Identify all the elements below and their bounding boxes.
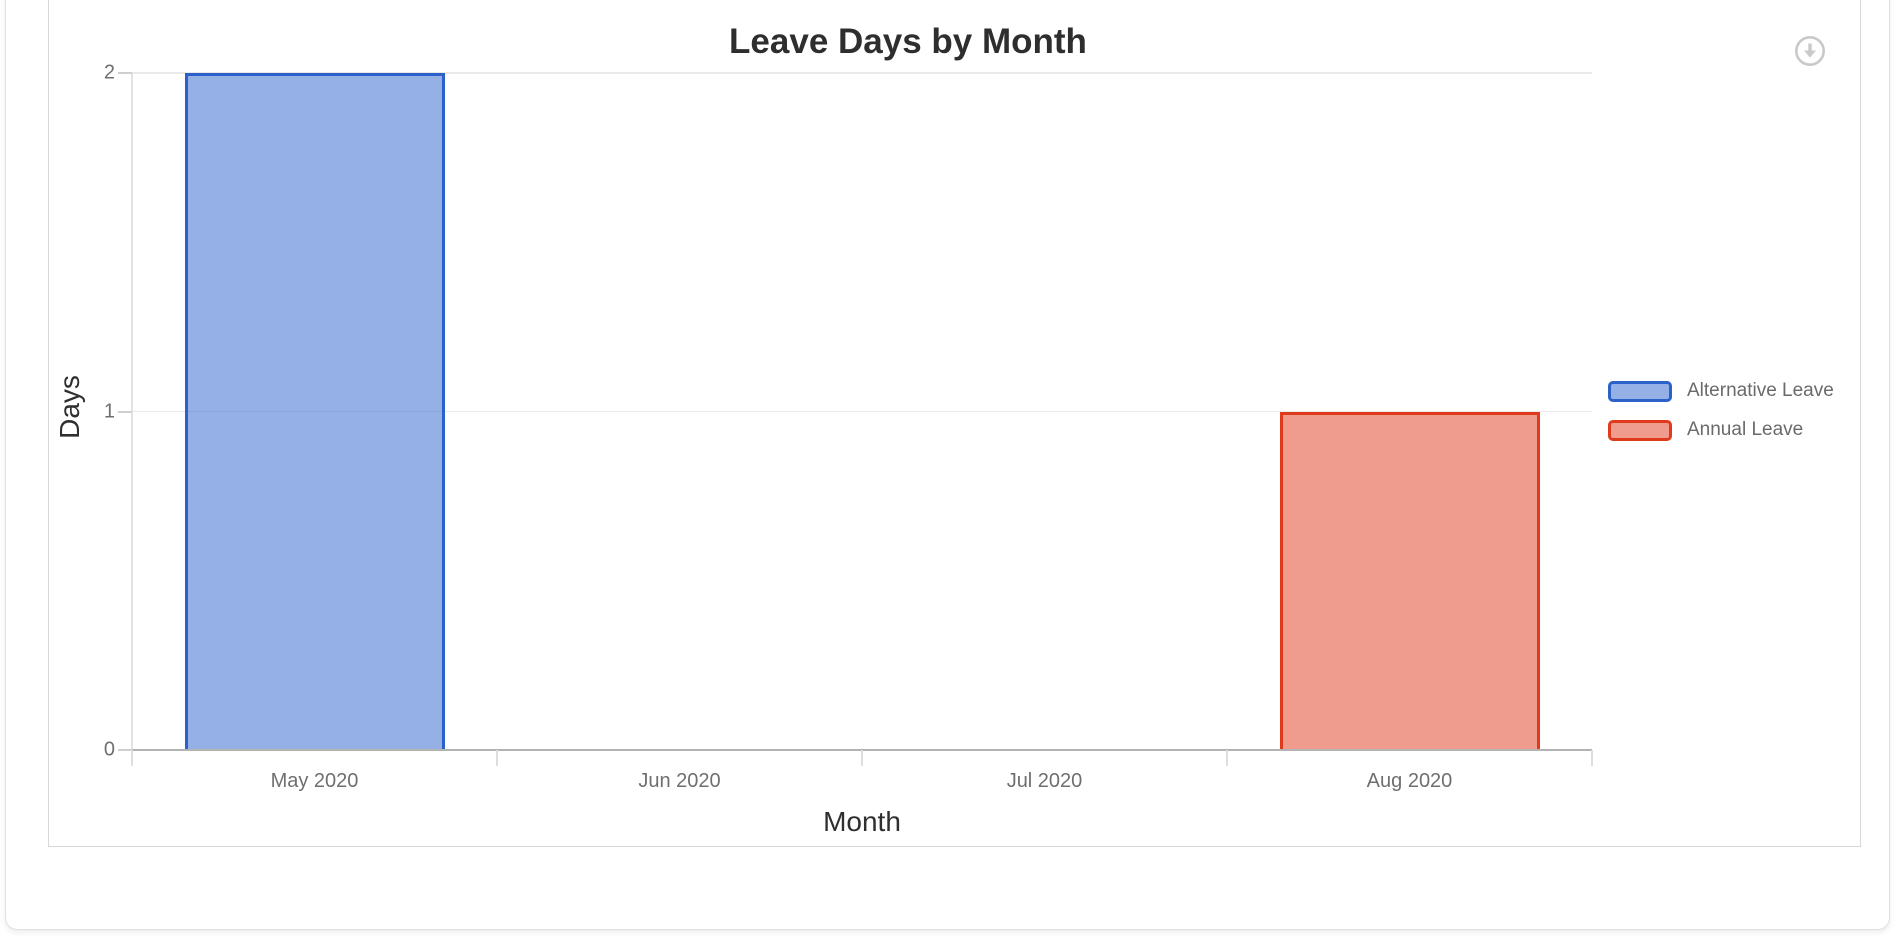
y-tick-mark — [118, 72, 132, 74]
bar-annual-leave-aug-2020[interactable] — [1279, 411, 1540, 750]
gridline-y-2 — [132, 72, 1592, 74]
dashboard-card: Leave Days by Month 0 1 2 May 2020 Jun 2020… — [5, 0, 1890, 930]
y-axis-title: Days — [54, 375, 85, 439]
download-chart-button[interactable] — [1793, 34, 1827, 68]
x-tick-label-jul-2020: Jul 2020 — [1006, 770, 1083, 792]
bar-alternative-leave-may-2020[interactable] — [184, 73, 445, 750]
x-tick-mark — [131, 750, 133, 766]
legend-item-annual-leave[interactable]: Annual Leave — [1608, 419, 1834, 441]
y-tick-label-0: 0 — [103, 738, 115, 761]
y-tick-mark — [118, 749, 132, 751]
legend-label: Annual Leave — [1687, 419, 1804, 440]
x-tick-label-aug-2020: Aug 2020 — [1366, 770, 1453, 792]
legend-item-alternative-leave[interactable]: Alternative Leave — [1608, 380, 1834, 402]
legend-swatch — [1608, 380, 1672, 402]
chart-title: Leave Days by Month — [729, 22, 1087, 61]
x-tick-label-may-2020: May 2020 — [270, 770, 359, 792]
chart-legend: Alternative Leave Annual Leave — [1608, 380, 1834, 458]
plot-area — [132, 72, 1592, 750]
legend-swatch — [1608, 419, 1672, 441]
legend-label: Alternative Leave — [1687, 380, 1834, 401]
download-icon — [1795, 36, 1825, 66]
chart-container: Leave Days by Month 0 1 2 May 2020 Jun 2020… — [48, 0, 1861, 847]
y-tick-label-1: 1 — [103, 400, 115, 422]
y-tick-label-2: 2 — [103, 61, 115, 84]
x-tick-mark — [1591, 750, 1593, 766]
gridline-y-1 — [132, 410, 1592, 413]
y-tick-mark — [118, 410, 132, 413]
x-axis-title: Month — [823, 806, 901, 837]
x-tick-mark — [496, 750, 498, 766]
x-tick-mark — [861, 750, 863, 766]
x-tick-mark — [1226, 750, 1228, 766]
x-tick-label-jun-2020: Jun 2020 — [638, 770, 721, 792]
